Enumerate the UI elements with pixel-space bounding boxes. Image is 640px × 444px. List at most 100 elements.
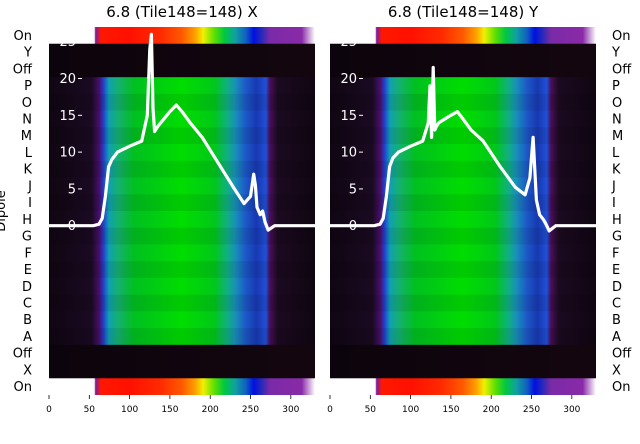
heatmap-row-off bbox=[330, 60, 596, 78]
heatmap-row-shade bbox=[49, 227, 315, 245]
row-label-g: G bbox=[612, 230, 622, 245]
y-tick-label: 0 bbox=[68, 219, 76, 234]
overlay-line bbox=[330, 65, 596, 233]
heatmap-row-off bbox=[49, 344, 315, 363]
heatmap-row-p bbox=[49, 77, 315, 95]
row-label-on: On bbox=[14, 29, 32, 44]
heatmap-row-shade bbox=[330, 227, 596, 245]
heatmap-row-m bbox=[330, 127, 596, 145]
heatmap-row-shade bbox=[330, 328, 596, 345]
heatmap-row-o bbox=[330, 93, 596, 112]
row-label-e: E bbox=[24, 263, 32, 278]
row-label-b: B bbox=[23, 313, 32, 328]
row-label-x: X bbox=[612, 363, 621, 378]
heatmap-row-on bbox=[330, 27, 596, 45]
row-label-n: N bbox=[612, 113, 622, 128]
x-tick-label: 300 bbox=[563, 405, 580, 415]
heatmap-row-a bbox=[330, 328, 596, 346]
y-tick-label: 5 bbox=[349, 182, 357, 197]
x-tick-label: 200 bbox=[202, 405, 219, 415]
heatmap-row-j bbox=[330, 177, 596, 195]
y-tick-label: 15 bbox=[340, 109, 357, 124]
heatmap-row-c bbox=[49, 294, 315, 312]
row-label-g: G bbox=[22, 230, 32, 245]
row-label-h: H bbox=[612, 213, 622, 228]
row-label-a: A bbox=[23, 330, 32, 345]
row-label-off: Off bbox=[13, 62, 33, 77]
row-label-i: I bbox=[612, 196, 616, 211]
heatmap-row-k bbox=[49, 160, 315, 179]
x-tick-label: 150 bbox=[161, 405, 178, 415]
row-label-f: F bbox=[612, 246, 619, 261]
heatmap-row-g bbox=[330, 227, 596, 246]
heatmap-row-shade bbox=[49, 194, 315, 211]
heatmap-row-on bbox=[49, 378, 315, 395]
heatmap-row-m bbox=[49, 127, 315, 145]
overlay-line bbox=[49, 32, 315, 232]
y-tick-label: 20 bbox=[340, 72, 357, 87]
x-tick-label: 150 bbox=[442, 405, 459, 415]
row-label-h: H bbox=[22, 213, 32, 228]
heatmap-row-h bbox=[49, 211, 315, 229]
row-label-e: E bbox=[612, 263, 620, 278]
row-label-off: Off bbox=[612, 62, 632, 77]
row-label-f: F bbox=[25, 246, 32, 261]
heatmap-row-d bbox=[330, 277, 596, 296]
heatmap-row-shade bbox=[49, 294, 315, 312]
heatmap-row-shade bbox=[330, 261, 596, 278]
heatmap-row-shade bbox=[49, 261, 315, 278]
heatmap-row-e bbox=[49, 261, 315, 279]
heatmap-row-on bbox=[330, 378, 596, 395]
x-tick-label: 250 bbox=[523, 405, 540, 415]
heatmap-row-f bbox=[330, 244, 596, 262]
row-label-o: O bbox=[612, 96, 622, 111]
heatmap-row-x bbox=[330, 361, 596, 379]
panel-x: 6.8 (Tile148=148) X 0 50 100 150 200 250 300 0 5 1… bbox=[0, 3, 315, 415]
heatmap-row-b bbox=[330, 311, 596, 329]
heatmap-row-o bbox=[49, 93, 315, 112]
heatmap-row-x bbox=[49, 361, 315, 379]
heatmap-row-off bbox=[330, 344, 596, 363]
row-label-p: P bbox=[612, 79, 620, 94]
row-label-l: L bbox=[25, 146, 33, 161]
heatmap-row-shade bbox=[330, 194, 596, 211]
heatmap-row-p bbox=[330, 77, 596, 95]
y-tick-label: 10 bbox=[340, 146, 357, 161]
y-tick-label: 25 bbox=[59, 35, 76, 50]
row-label-d: D bbox=[612, 280, 622, 295]
x-tick-label: 300 bbox=[282, 405, 299, 415]
x-tick-label: 0 bbox=[327, 405, 333, 415]
heatmap-row-e bbox=[330, 261, 596, 279]
row-label-on: On bbox=[14, 380, 32, 395]
row-label-off: Off bbox=[612, 347, 632, 362]
row-label-p: P bbox=[24, 79, 32, 94]
row-label-o: O bbox=[22, 96, 32, 111]
row-label-off: Off bbox=[13, 347, 33, 362]
row-label-x: X bbox=[23, 363, 32, 378]
x-tick-label: 100 bbox=[121, 405, 138, 415]
row-label-n: N bbox=[22, 113, 32, 128]
row-label-y: Y bbox=[23, 46, 32, 61]
heatmap-row-shade bbox=[49, 328, 315, 345]
row-label-on: On bbox=[612, 380, 630, 395]
heatmap-row-c bbox=[330, 294, 596, 312]
heatmap-row-shade bbox=[330, 160, 596, 178]
y-tick-label: 20 bbox=[59, 72, 76, 87]
heatmap-row-shade bbox=[49, 127, 315, 145]
heatmap-row-shade bbox=[330, 127, 596, 145]
heatmap-row-h bbox=[330, 211, 596, 229]
heatmap-row-y bbox=[49, 43, 315, 62]
row-label-c: C bbox=[612, 297, 621, 312]
x-tick-label: 250 bbox=[242, 405, 259, 415]
heatmap-row-b bbox=[49, 311, 315, 329]
y-tick-label: 5 bbox=[68, 182, 76, 197]
chart-title: 6.8 (Tile148=148) X bbox=[106, 3, 257, 21]
x-tick-label: 50 bbox=[84, 405, 96, 415]
row-label-m: M bbox=[612, 129, 623, 144]
heatmap-row-i bbox=[330, 194, 596, 212]
heatmap-row-shade bbox=[330, 294, 596, 312]
heatmap-row-n bbox=[49, 110, 315, 128]
heatmap-row-shade bbox=[49, 93, 315, 111]
